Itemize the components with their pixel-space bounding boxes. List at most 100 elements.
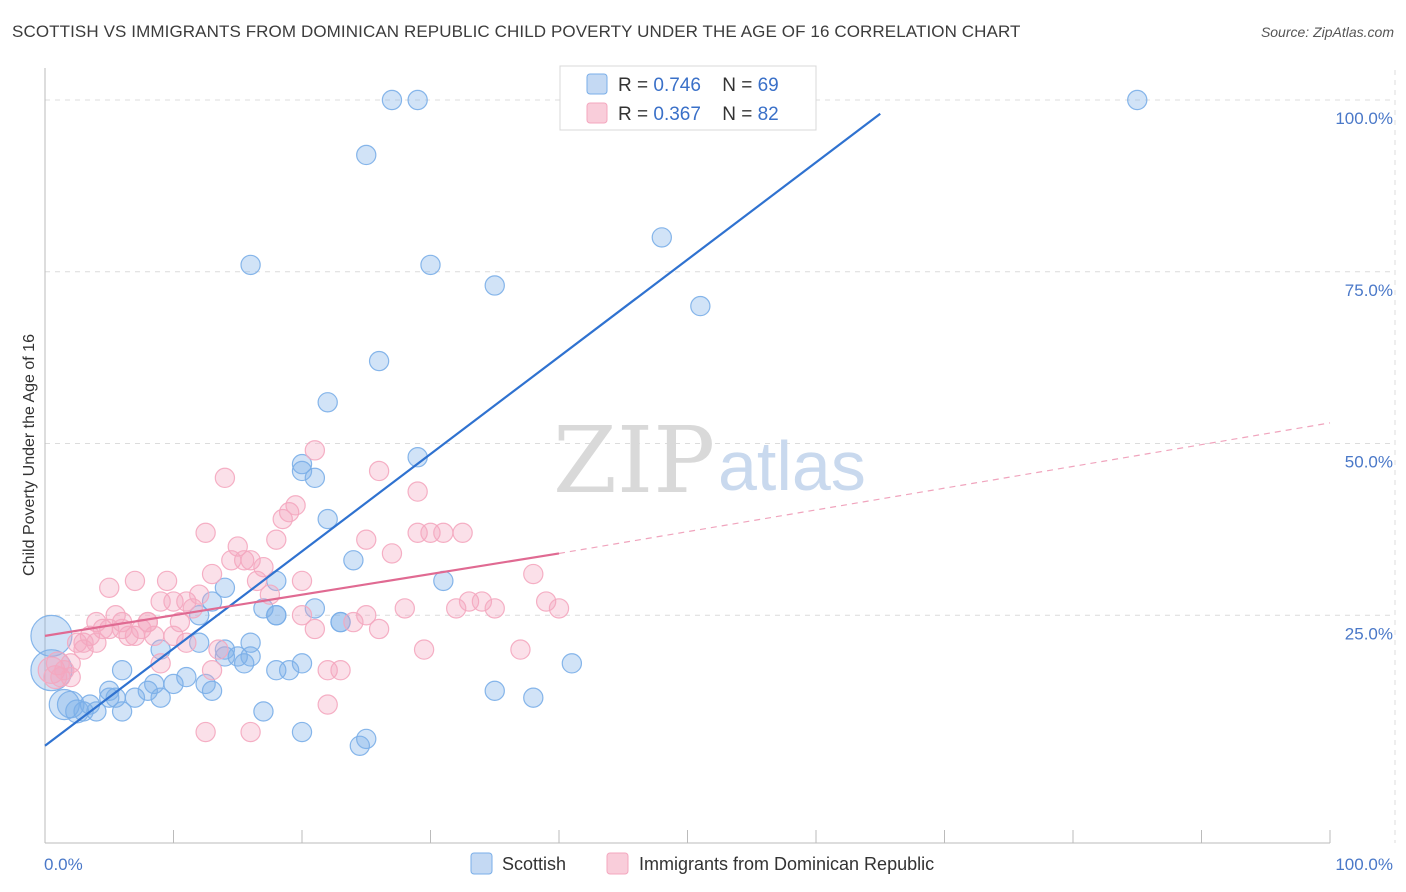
dominican-point [240, 721, 261, 743]
scottish-point [240, 254, 261, 276]
dominican-point [291, 605, 313, 626]
scottish-point [291, 460, 313, 482]
dominican-point [356, 529, 377, 550]
scottish-point [291, 653, 313, 674]
scottish-point [163, 673, 184, 695]
dominican-point [137, 611, 158, 633]
scottish-point [291, 721, 313, 743]
dominican-point [433, 522, 454, 544]
scottish-point [86, 701, 107, 722]
dominican-point [73, 639, 94, 660]
scottish-point [201, 680, 223, 702]
tick-labels: 25.0% 50.0% 75.0% 100.0% 0.0% 100.0% [44, 109, 1393, 874]
dominican-point [394, 598, 415, 619]
bottom-legend-swatch-dominican [606, 852, 629, 875]
legend-r-dominican: R = 0.367 N = 82 [618, 104, 779, 125]
dominican-point [208, 639, 229, 660]
watermark: ZIP atlas [553, 407, 866, 514]
dominican-point [343, 611, 364, 633]
dominican-point [413, 639, 435, 660]
legend-swatch-dominican [586, 102, 608, 124]
dominican-point [330, 660, 351, 681]
legend-r-scottish: R = 0.746 N = 69 [618, 75, 779, 96]
dominican-point [150, 653, 171, 674]
scottish-point [651, 227, 672, 248]
dominican-point [253, 556, 274, 578]
scottish-point [48, 688, 80, 721]
dominican-point [471, 591, 493, 612]
legend-swatch-scottish [586, 73, 608, 95]
scottish-point [124, 687, 146, 708]
scottish-point [1127, 89, 1148, 111]
dominican-point [381, 543, 403, 564]
chart-title: SCOTTISH VS IMMIGRANTS FROM DOMINICAN RE… [12, 22, 1021, 41]
source-label: Source: ZipAtlas.com [1260, 24, 1394, 40]
dominican-point [291, 570, 313, 592]
scottish-point [266, 605, 287, 626]
dominican-point [484, 598, 505, 619]
scottish-point [253, 701, 274, 722]
scottish-point [368, 350, 390, 372]
scottish-point [356, 144, 377, 166]
dominican-point [317, 694, 338, 715]
dominican-point [368, 460, 390, 482]
watermark-zip: ZIP [553, 407, 715, 514]
scottish-point [690, 295, 711, 317]
scottish-point [356, 728, 377, 750]
scottish-point [111, 701, 133, 722]
scottish-point [56, 690, 85, 719]
trend-lines [44, 112, 1331, 747]
dominican-point [50, 666, 71, 688]
watermark-atlas: atlas [718, 427, 866, 505]
axes [44, 68, 1331, 844]
y-tick-label: 25.0% [1345, 624, 1393, 643]
scottish-point [343, 550, 364, 571]
dominican-point [60, 653, 81, 674]
scottish-point [317, 508, 338, 530]
scottish-point [304, 467, 326, 489]
scottish-point [420, 254, 441, 276]
dominican-point [195, 721, 216, 743]
legend: R = 0.746 N = 69 R = 0.367 N = 82 [559, 65, 817, 131]
scottish-point [433, 570, 454, 592]
dominican-point [124, 570, 146, 592]
dominican-point [156, 570, 178, 592]
dominican-trend-extension [558, 422, 1331, 555]
scottish-point [150, 687, 171, 708]
dominican-trend-line [44, 552, 560, 637]
scottish-point [561, 653, 583, 674]
scottish-point [304, 598, 326, 619]
dominican-point [201, 660, 223, 681]
dominican-point [368, 618, 390, 640]
bottom-legend-dominican: Immigrants from Dominican Republic [639, 854, 934, 874]
dominican-point [548, 598, 570, 619]
x-tick-label: 0.0% [44, 855, 83, 874]
dominican-point [214, 467, 236, 489]
scottish-point [214, 577, 236, 598]
dominican-point [304, 440, 326, 461]
dominican-point [407, 481, 428, 502]
scottish-point [484, 680, 505, 702]
dominican-point [176, 632, 197, 653]
y-axis-label: Child Poverty Under the Age of 16 [21, 334, 38, 576]
scottish-point [201, 591, 223, 612]
scottish-point [278, 660, 300, 681]
scottish-point [523, 687, 544, 708]
scottish-point [111, 660, 133, 681]
scottish-point [176, 666, 197, 688]
dominican-point [189, 584, 210, 605]
y-tick-label: 50.0% [1345, 453, 1393, 472]
dominican-point [266, 529, 287, 550]
dominican-point [285, 495, 306, 516]
dominican-points [37, 440, 570, 743]
bottom-legend: Scottish Immigrants from Dominican Repub… [470, 852, 934, 875]
dominican-point [201, 563, 223, 585]
bottom-legend-scottish: Scottish [502, 854, 566, 874]
dominican-point [523, 563, 544, 585]
dominican-point [446, 598, 467, 619]
scottish-point [214, 639, 236, 660]
dominican-point [452, 522, 473, 544]
dominican-point [535, 591, 557, 612]
scottish-point [407, 89, 428, 111]
scottish-point [484, 275, 505, 296]
